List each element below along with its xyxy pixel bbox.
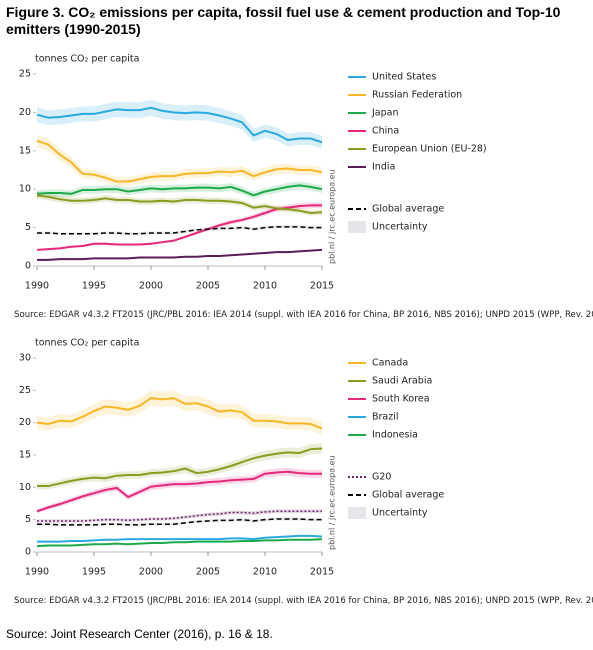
series-line bbox=[36, 139, 323, 183]
series-line bbox=[36, 194, 323, 215]
figure-title: Figure 3. CO₂ emissions per capita, foss… bbox=[6, 4, 561, 37]
y-tick-label: 25 bbox=[19, 69, 31, 80]
y-axis-label: tonnes CO₂ per capita bbox=[35, 54, 139, 65]
legend-label: European Union (EU-28) bbox=[372, 144, 487, 155]
footer: Source: Joint Research Center (2016), p.… bbox=[6, 627, 273, 641]
legend-label: G20 bbox=[372, 472, 391, 483]
uncertainty-band bbox=[37, 517, 322, 527]
y-tick-label: 30 bbox=[19, 353, 31, 364]
series-line bbox=[37, 248, 323, 261]
watermark: pbl.nl / jrc.ec.europa.eu bbox=[328, 455, 337, 550]
uncertainty-band bbox=[37, 99, 322, 149]
legend-label: United States bbox=[372, 72, 436, 83]
legend-swatch bbox=[348, 507, 366, 519]
series-line bbox=[36, 397, 323, 430]
y-axis-label: tonnes CO₂ per capita bbox=[35, 338, 139, 349]
charts: tonnes CO₂ per capita 0 5 10 15 20 25 1990 1995 2… bbox=[19, 54, 487, 578]
x-tick-label: 2005 bbox=[196, 281, 220, 292]
source-note: Source: EDGAR v4.3.2 FT2015 (JRC/PBL 201… bbox=[14, 310, 593, 320]
legend-label: Canada bbox=[372, 358, 408, 369]
legend-label: Uncertainty bbox=[372, 508, 428, 519]
y-tick-label: 10 bbox=[19, 184, 31, 195]
series-line bbox=[36, 538, 323, 548]
legend-label: Saudi Arabia bbox=[372, 376, 432, 387]
y-tick-label: 0 bbox=[25, 547, 31, 558]
y-tick-label: 0 bbox=[25, 261, 31, 272]
y-tick-label: 20 bbox=[19, 107, 31, 118]
legend-label: Uncertainty bbox=[372, 222, 428, 233]
uncertainty-band bbox=[37, 390, 322, 435]
legend-label: Brazil bbox=[372, 412, 399, 423]
uncertainty-band bbox=[37, 467, 322, 514]
x-tick-label: 2000 bbox=[139, 567, 163, 578]
legend-label: Indonesia bbox=[372, 430, 418, 441]
legend-label: Russian Federation bbox=[372, 90, 462, 101]
series-line bbox=[36, 106, 323, 144]
legend-label: China bbox=[372, 126, 399, 137]
series-line bbox=[37, 447, 323, 488]
legend-label: India bbox=[372, 162, 395, 173]
y-tick-label: 15 bbox=[19, 450, 31, 461]
uncertainty-band bbox=[37, 191, 322, 216]
series-line bbox=[36, 204, 322, 251]
y-tick-label: 10 bbox=[19, 482, 31, 493]
series-line bbox=[37, 534, 323, 543]
x-tick-label: 2015 bbox=[310, 567, 334, 578]
x-tick-label: 2010 bbox=[253, 567, 277, 578]
x-tick-label: 2010 bbox=[253, 281, 277, 292]
legend-label: Global average bbox=[372, 204, 444, 215]
watermark: pbl.nl / jrc.ec.europa.eu bbox=[328, 169, 337, 264]
series-line bbox=[36, 470, 322, 513]
y-tick-label: 20 bbox=[19, 417, 31, 428]
series-line bbox=[36, 184, 323, 197]
y-tick-label: 15 bbox=[19, 145, 31, 156]
legend-label: Japan bbox=[371, 108, 399, 119]
uncertainty-band bbox=[37, 224, 322, 236]
legend-swatch bbox=[348, 221, 366, 233]
x-tick-label: 1995 bbox=[82, 281, 106, 292]
uncertainty-band bbox=[37, 509, 322, 523]
legend-label: South Korea bbox=[372, 394, 430, 405]
x-tick-label: 1990 bbox=[25, 567, 49, 578]
uncertainty-band bbox=[37, 134, 322, 186]
x-tick-label: 1990 bbox=[25, 281, 49, 292]
y-tick-label: 5 bbox=[25, 222, 31, 233]
x-tick-label: 2000 bbox=[139, 281, 163, 292]
legend-label: Global average bbox=[372, 490, 444, 501]
x-tick-label: 2015 bbox=[310, 281, 334, 292]
x-tick-label: 1995 bbox=[82, 567, 106, 578]
x-tick-label: 2005 bbox=[196, 567, 220, 578]
y-tick-label: 5 bbox=[25, 514, 31, 525]
source-note: Source: EDGAR v4.3.2 FT2015 (JRC/PBL 201… bbox=[14, 596, 593, 606]
y-tick-label: 25 bbox=[19, 385, 31, 396]
